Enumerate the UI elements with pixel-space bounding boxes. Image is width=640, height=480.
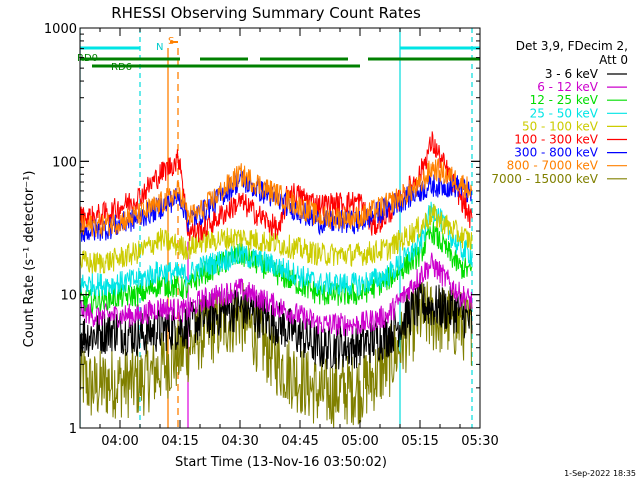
legend-entry-label: 7000 - 15000 keV bbox=[491, 172, 598, 186]
y-tick-label: 1 bbox=[69, 422, 77, 437]
series-layer bbox=[80, 131, 473, 428]
y-tick-label: 100 bbox=[52, 155, 77, 170]
x-tick-label: 04:30 bbox=[221, 434, 258, 449]
annotation-label: RD6 bbox=[111, 62, 132, 73]
x-tick-label: 05:30 bbox=[461, 434, 498, 449]
legend-entry-label: 300 - 800 keV bbox=[514, 146, 598, 160]
y-axis-label: Count Rate (s⁻¹ detector⁻¹) bbox=[22, 171, 37, 348]
annotation-label: RD0 bbox=[77, 53, 98, 64]
legend-entry-label: 6 - 12 keV bbox=[537, 80, 599, 94]
series-line bbox=[80, 252, 473, 337]
legend-title: Det 3,9, FDecim 2, bbox=[516, 39, 628, 53]
footer-timestamp: 1-Sep-2022 18:35 bbox=[564, 469, 636, 478]
legend-title: Att 0 bbox=[599, 53, 628, 67]
plot-area: RD0 RD6 NS 04:00 04:15 04:30 04:45 05:00 05:15 05… bbox=[44, 22, 499, 449]
x-tick-label: 05:00 bbox=[341, 434, 378, 449]
x-tick-label: 04:45 bbox=[281, 434, 318, 449]
legend-entry-label: 25 - 50 keV bbox=[530, 106, 599, 120]
legend-entry-label: 50 - 100 keV bbox=[522, 119, 599, 133]
y-tick-label: 1000 bbox=[44, 22, 77, 37]
x-tick-label: 05:15 bbox=[401, 434, 438, 449]
series-line bbox=[80, 201, 473, 298]
series-line bbox=[80, 157, 473, 238]
legend-entry-label: 3 - 6 keV bbox=[545, 67, 599, 81]
legend-entry-label: 800 - 7000 keV bbox=[507, 159, 599, 173]
series-line bbox=[80, 203, 473, 274]
legend-entry-label: 100 - 300 keV bbox=[514, 133, 598, 147]
series-line bbox=[80, 280, 473, 370]
x-axis-label: Start Time (13-Nov-16 03:50:02) bbox=[175, 455, 387, 470]
chart-title: RHESSI Observing Summary Count Rates bbox=[111, 4, 421, 22]
x-tick-label: 04:00 bbox=[101, 434, 138, 449]
y-tick-label: 10 bbox=[60, 289, 77, 304]
legend-entry-label: 12 - 25 keV bbox=[530, 93, 599, 107]
annotation-label: S bbox=[168, 36, 174, 47]
annotation-label: N bbox=[156, 42, 163, 53]
x-tick-label: 04:15 bbox=[161, 434, 198, 449]
series-line bbox=[80, 281, 473, 428]
series-line bbox=[80, 221, 473, 315]
